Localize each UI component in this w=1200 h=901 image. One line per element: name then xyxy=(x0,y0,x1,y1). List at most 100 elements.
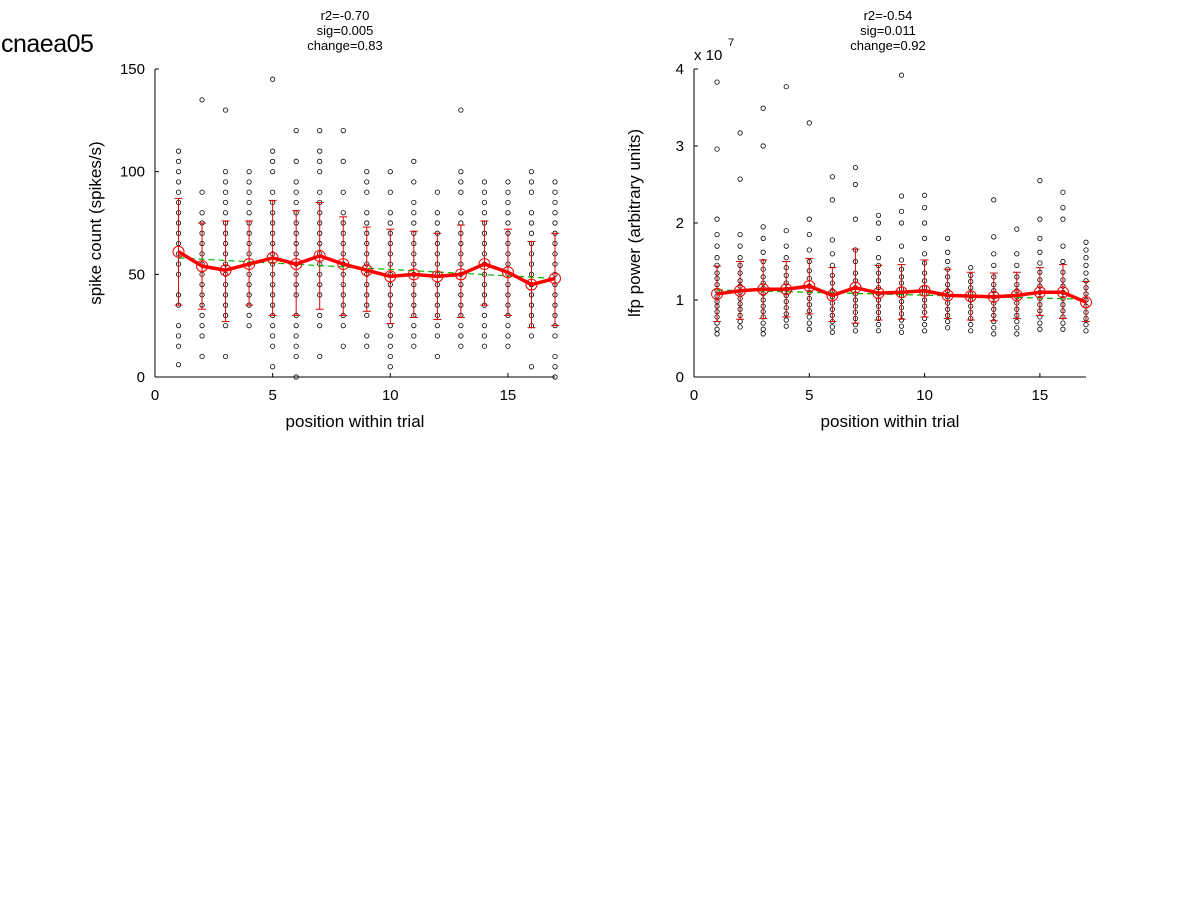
data-point xyxy=(945,249,951,255)
data-point xyxy=(921,192,928,198)
mean-marker xyxy=(384,270,397,283)
data-point xyxy=(991,331,997,337)
data-point xyxy=(552,333,558,339)
data-point xyxy=(481,210,488,216)
y-axis-label: spike count (spikes/s) xyxy=(86,141,105,304)
data-point xyxy=(1014,331,1020,337)
x-tick-label: 10 xyxy=(916,387,933,404)
data-point xyxy=(875,255,882,261)
mean-marker xyxy=(849,281,862,294)
data-point xyxy=(968,265,974,271)
data-point xyxy=(293,199,299,206)
data-point xyxy=(921,322,928,328)
mean-marker xyxy=(290,258,303,271)
stat-line: r2=-0.54 xyxy=(864,8,913,23)
data-point xyxy=(505,323,511,329)
data-point xyxy=(714,231,720,238)
data-point xyxy=(458,179,464,185)
data-point xyxy=(875,322,882,328)
data-point xyxy=(293,158,299,164)
data-point xyxy=(411,158,417,164)
data-point xyxy=(898,329,905,335)
data-point xyxy=(387,353,393,360)
data-point xyxy=(364,189,370,195)
data-point xyxy=(481,333,488,339)
data-point xyxy=(737,243,743,249)
data-point xyxy=(528,169,535,175)
fit-line xyxy=(717,289,1087,300)
y-tick-label: 3 xyxy=(676,138,684,155)
mean-marker xyxy=(872,287,885,300)
data-point xyxy=(175,343,182,349)
data-point xyxy=(505,333,511,339)
data-point xyxy=(852,164,859,171)
mean-marker xyxy=(987,290,1000,303)
data-point xyxy=(1037,260,1043,266)
data-point xyxy=(921,220,928,226)
stat-line: change=0.92 xyxy=(850,38,926,53)
data-point xyxy=(829,324,835,330)
data-point xyxy=(1060,189,1066,195)
data-point xyxy=(760,235,766,241)
data-point xyxy=(737,255,743,261)
data-point xyxy=(1083,322,1089,328)
data-point xyxy=(898,220,905,226)
data-point xyxy=(552,189,558,195)
y-tick-label: 2 xyxy=(676,215,684,232)
data-point xyxy=(898,323,905,329)
mean-marker xyxy=(549,272,561,285)
data-point xyxy=(1083,239,1089,245)
data-point xyxy=(199,353,205,360)
data-point xyxy=(222,210,229,216)
data-point xyxy=(270,76,276,82)
data-point xyxy=(806,231,812,238)
data-point xyxy=(317,353,323,360)
data-point xyxy=(222,107,229,113)
data-point xyxy=(737,130,743,136)
stat-line: r2=-0.70 xyxy=(321,8,370,23)
data-point xyxy=(317,323,323,329)
data-point xyxy=(199,312,205,318)
data-point xyxy=(945,235,951,241)
data-point xyxy=(552,210,558,216)
data-point xyxy=(806,216,812,222)
data-point xyxy=(505,343,511,349)
data-point xyxy=(199,189,205,195)
y-tick-label: 150 xyxy=(120,61,145,78)
data-point xyxy=(199,333,205,339)
y-tick-label: 4 xyxy=(676,61,684,78)
mean-marker xyxy=(734,284,747,297)
data-point xyxy=(481,343,488,349)
data-point xyxy=(737,176,743,182)
data-point xyxy=(175,169,182,175)
data-point xyxy=(1083,270,1089,276)
data-point xyxy=(806,314,812,320)
mean-marker xyxy=(941,289,954,302)
data-point xyxy=(481,189,488,195)
data-point xyxy=(552,220,558,226)
data-point xyxy=(481,312,488,318)
data-point xyxy=(898,257,905,263)
data-point xyxy=(364,179,370,185)
data-point xyxy=(714,255,720,261)
data-point xyxy=(714,331,720,337)
data-point xyxy=(293,343,299,349)
mean-marker xyxy=(501,266,514,279)
data-point xyxy=(246,169,252,175)
y-tick-label: 0 xyxy=(676,369,684,386)
data-point xyxy=(921,235,928,241)
mean-line xyxy=(716,284,1087,304)
data-point xyxy=(317,148,323,154)
data-point xyxy=(714,326,720,332)
data-point xyxy=(222,169,229,175)
data-point xyxy=(317,158,323,164)
data-point xyxy=(364,312,370,318)
stat-line: change=0.83 xyxy=(307,38,383,53)
data-point xyxy=(1083,328,1089,334)
data-point xyxy=(898,72,905,78)
data-point xyxy=(411,323,417,329)
data-point xyxy=(411,179,417,185)
x-tick-label: 10 xyxy=(382,387,399,404)
data-point xyxy=(875,328,882,334)
data-point xyxy=(806,320,812,326)
